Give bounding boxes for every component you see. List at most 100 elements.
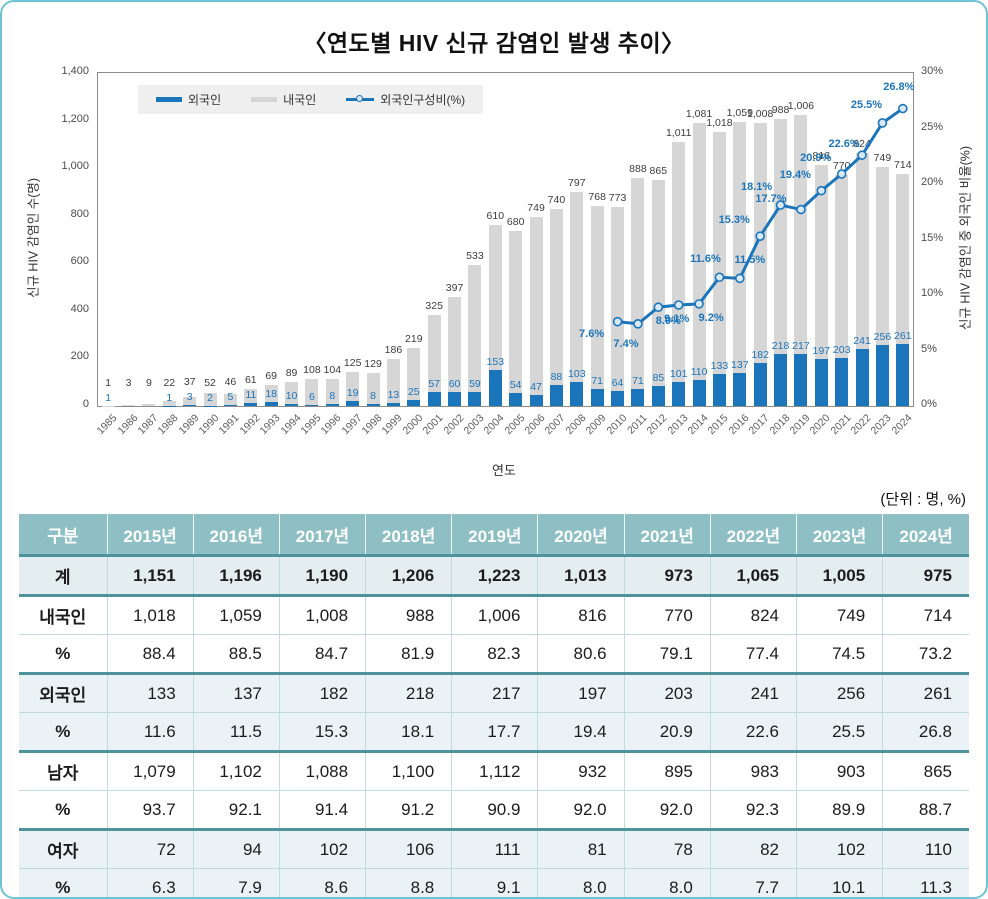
value-cell: 975 (882, 554, 969, 597)
value-cell: 1,223 (451, 554, 538, 597)
value-cell: 73.2 (882, 634, 969, 675)
bar-foreign (407, 400, 421, 406)
x-tick: 2011 (624, 412, 650, 437)
row-label-cell: % (19, 868, 107, 897)
bar-korean (753, 122, 767, 363)
bar-korean (407, 347, 421, 401)
x-tick: 1989 (176, 412, 202, 438)
legend-item-ratio: 외국인구성비(%) (346, 91, 465, 108)
row-label-cell: 외국인 (19, 673, 107, 713)
row-label-cell: % (19, 634, 107, 675)
value-cell: 1,005 (795, 554, 883, 597)
value-cell: 1,013 (537, 554, 625, 597)
table-row: % 11.6 11.5 15.3 18.1 17.7 19.4 20.9 22.6 25.5 26.… (19, 712, 969, 753)
value-cell: 816 (537, 595, 625, 635)
value-cell: 111 (451, 829, 538, 869)
bar-foreign (549, 385, 563, 406)
page-title: 〈연도별 HIV 신규 감염인 발생 추이〉 (303, 30, 685, 56)
bar-korean-label: 1 (105, 376, 112, 389)
bar-foreign (366, 404, 380, 406)
value-cell: 1,206 (365, 554, 452, 597)
line-point (898, 103, 908, 114)
column-header: 2023년 (795, 514, 883, 557)
unit-note: (단위 : 명, %) (880, 491, 966, 508)
y-tick-right: 20% (921, 176, 944, 188)
x-tick: 1997 (339, 412, 365, 438)
value-cell: 1,065 (709, 554, 797, 597)
bar-korean (611, 206, 625, 391)
x-tick: 2006 (522, 412, 548, 438)
x-tick: 2000 (400, 412, 426, 438)
value-cell: 1,059 (192, 595, 280, 635)
bar-foreign (733, 373, 747, 406)
bar-korean-label: 129 (364, 358, 382, 371)
pct-label: 26.8% (883, 80, 915, 93)
bar-korean (590, 206, 604, 390)
bar-foreign-label: 217 (792, 340, 810, 353)
bar-foreign (223, 404, 237, 406)
x-tick: 1987 (135, 412, 161, 438)
row-label-cell: % (19, 790, 107, 831)
pct-label: 20.9% (800, 152, 832, 164)
bar-foreign (244, 403, 258, 406)
value-cell: 182 (278, 673, 366, 713)
row-label-cell: 남자 (19, 751, 107, 791)
y-tick-left: 800 (70, 207, 89, 220)
bar-korean-label: 816 (812, 150, 831, 163)
value-cell: 91.4 (278, 790, 366, 831)
table-row: 여자 72 94 102 106 111 81 78 82 102 110 (19, 829, 969, 869)
bar-foreign-label: 47 (530, 380, 542, 393)
bar-korean (448, 297, 462, 392)
bar-foreign-label: 19 (346, 387, 359, 400)
x-tick: 1994 (278, 412, 304, 438)
bar-foreign-label: 8 (329, 390, 336, 403)
left-axis-title: 신규 HIV 감염인 수(명) (26, 177, 41, 299)
bar-korean-label: 52 (204, 376, 216, 389)
value-cell: 19.4 (537, 712, 625, 753)
value-cell: 80.6 (537, 634, 625, 675)
bar-foreign-label: 11 (245, 389, 257, 402)
value-cell: 218 (365, 673, 452, 713)
bar-korean (285, 382, 299, 404)
line-point (714, 272, 725, 283)
bar-korean-label: 46 (224, 375, 237, 388)
value-cell: 8.0 (537, 868, 625, 897)
legend-label-ratio: 외국인구성비(%) (380, 93, 466, 107)
bar-foreign-label: 182 (751, 348, 769, 361)
x-tick: 1990 (196, 412, 222, 438)
plot-area: 외국인 내국인 외국인구성비(%) 1 1 3 9 1 22 3 37 2 52 5 46 11 61 18… (97, 72, 914, 407)
bar-foreign (896, 343, 910, 406)
pct-label: 15.3% (718, 214, 750, 227)
value-cell: 770 (623, 595, 711, 635)
bar-korean (651, 180, 665, 386)
x-tick: 2019 (787, 412, 813, 438)
pct-label: 25.5% (850, 98, 883, 111)
value-cell: 11.3 (882, 868, 969, 897)
bar-korean (203, 393, 217, 406)
value-cell: 26.8 (882, 712, 969, 753)
value-cell: 1,006 (451, 595, 538, 635)
value-cell: 17.7 (451, 712, 538, 753)
value-cell: 895 (623, 751, 711, 791)
pct-label: 9.2% (698, 311, 724, 324)
value-cell: 81 (537, 829, 625, 869)
bar-korean-label: 9 (146, 377, 152, 389)
value-cell: 1,079 (106, 751, 194, 791)
bar-foreign (590, 389, 604, 406)
line-point (755, 231, 765, 241)
column-header: 2016년 (192, 514, 280, 557)
bar-foreign-label: 13 (387, 388, 400, 401)
bar-korean (733, 121, 747, 374)
bar-foreign (448, 391, 462, 406)
bar-foreign (712, 374, 726, 406)
column-header: 구분 (19, 514, 107, 557)
bar-korean (427, 315, 441, 393)
bar-foreign (753, 362, 767, 406)
x-tick: 2003 (461, 412, 487, 438)
bar-korean (774, 119, 788, 355)
bar-foreign-label: 153 (486, 355, 505, 368)
value-cell: 7.9 (192, 868, 280, 897)
value-cell: 81.9 (365, 634, 452, 675)
legend-marker-dot (356, 95, 364, 102)
bar-foreign (794, 354, 808, 406)
